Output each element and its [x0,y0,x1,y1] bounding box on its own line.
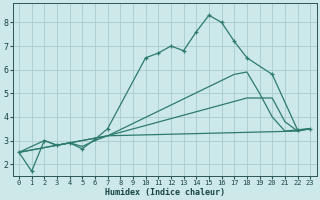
X-axis label: Humidex (Indice chaleur): Humidex (Indice chaleur) [105,188,225,197]
